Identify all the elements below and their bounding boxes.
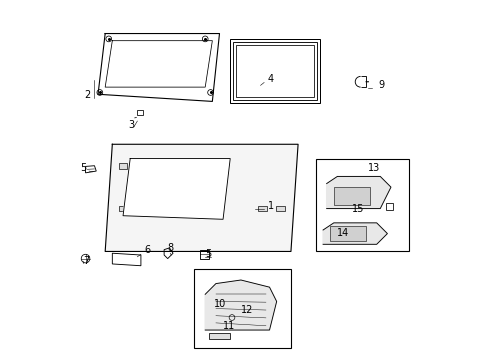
Polygon shape: [205, 280, 276, 330]
Text: 5: 5: [80, 163, 86, 173]
Text: 1: 1: [267, 201, 273, 211]
Text: 14: 14: [336, 229, 348, 238]
Bar: [258, 206, 266, 211]
Text: 6: 6: [144, 245, 150, 255]
Bar: [329, 226, 365, 241]
Bar: [143, 163, 152, 168]
Text: 11: 11: [223, 321, 235, 331]
Text: 3: 3: [128, 120, 134, 130]
Bar: [119, 163, 127, 168]
Polygon shape: [323, 223, 386, 244]
Text: 2: 2: [84, 90, 91, 100]
Bar: [194, 269, 290, 348]
Text: 13: 13: [367, 163, 379, 173]
Text: 7: 7: [83, 256, 89, 266]
Text: 15: 15: [351, 204, 363, 214]
Bar: [119, 206, 127, 211]
Polygon shape: [123, 158, 230, 219]
Bar: [233, 42, 316, 100]
Bar: [333, 187, 369, 205]
Bar: [162, 206, 170, 211]
Bar: [275, 206, 284, 211]
Bar: [235, 45, 313, 98]
Bar: [315, 158, 408, 251]
Polygon shape: [326, 176, 390, 208]
Text: 5: 5: [205, 249, 211, 259]
Text: 4: 4: [267, 74, 273, 84]
Text: 10: 10: [214, 299, 226, 309]
Text: 12: 12: [241, 305, 253, 315]
Bar: [208, 333, 230, 339]
Text: 9: 9: [378, 80, 384, 90]
Polygon shape: [105, 144, 298, 251]
Text: 8: 8: [167, 243, 173, 253]
Bar: [230, 39, 319, 103]
